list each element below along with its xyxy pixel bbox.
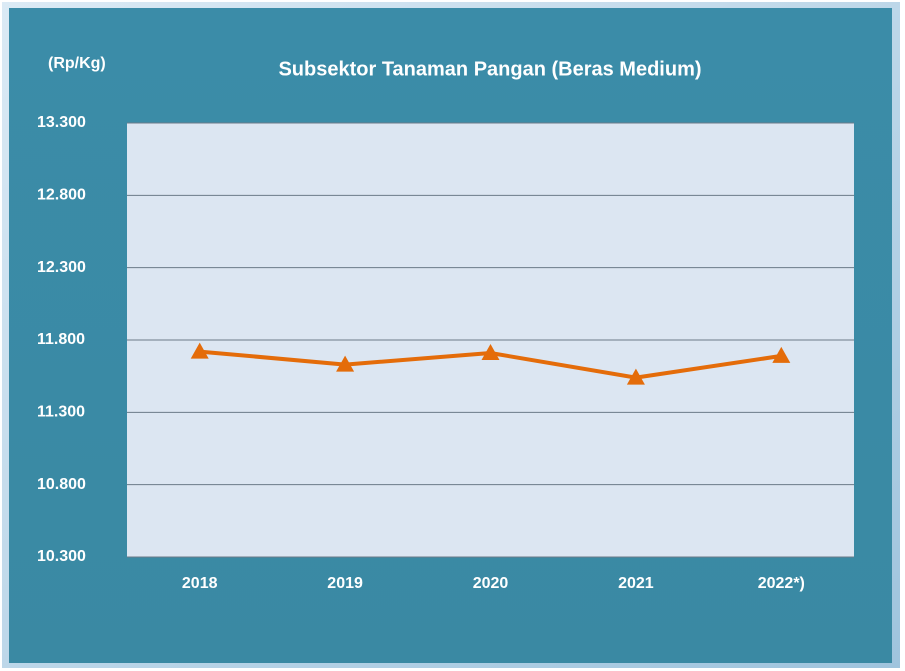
y-tick-label: 12.800 bbox=[37, 187, 86, 204]
marker bbox=[626, 368, 645, 385]
y-tick-label: 13.300 bbox=[37, 114, 86, 131]
x-tick-label: 2021 bbox=[618, 575, 654, 592]
chart-title: Subsektor Tanaman Pangan (Beras Medium) bbox=[278, 58, 701, 80]
x-tick-label: 2018 bbox=[182, 575, 218, 592]
y-tick-label: 11.300 bbox=[37, 404, 85, 421]
y-tick-label: 10.300 bbox=[37, 548, 86, 565]
y-tick-label: 12.300 bbox=[37, 259, 86, 276]
y-tick-label: 10.800 bbox=[37, 476, 86, 493]
x-tick-label: 2022*) bbox=[758, 575, 805, 592]
y-tick-label: 11.800 bbox=[37, 331, 85, 348]
y-axis-label: (Rp/Kg) bbox=[48, 55, 106, 72]
marker bbox=[481, 344, 500, 361]
marker bbox=[190, 342, 209, 359]
x-tick-label: 2020 bbox=[473, 575, 509, 592]
marker bbox=[336, 355, 355, 372]
x-tick-label: 2019 bbox=[327, 575, 363, 592]
marker bbox=[772, 346, 791, 363]
